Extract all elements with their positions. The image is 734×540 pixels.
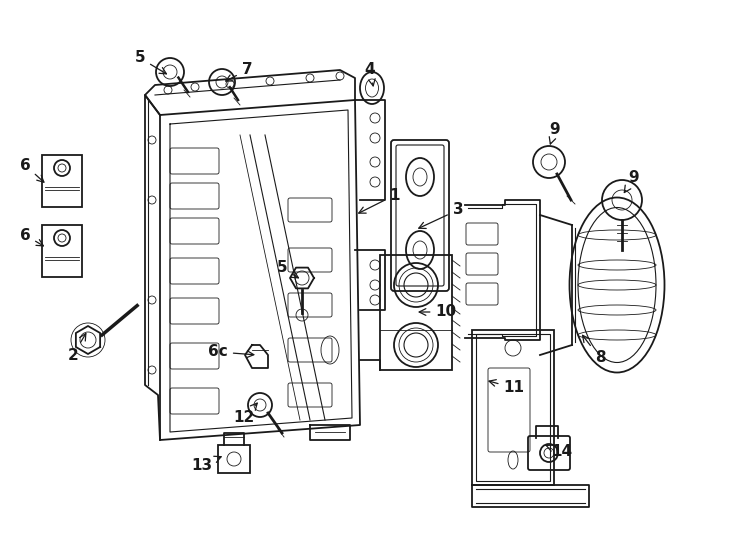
Text: 13: 13 [192,456,221,472]
Text: 1: 1 [359,187,400,213]
Text: 3: 3 [419,202,463,228]
Text: 5: 5 [277,260,299,278]
Text: 5: 5 [134,51,167,74]
Bar [476,334,550,481]
Text: 12: 12 [233,403,257,426]
Text: 10: 10 [419,305,457,320]
Text: 8: 8 [583,335,606,366]
Bar [42,225,82,277]
Text: 9: 9 [549,123,560,144]
Bar [380,255,452,370]
Bar [42,155,82,207]
Text: 6: 6 [20,227,43,246]
Text: 7: 7 [226,63,252,81]
Bar [472,330,554,485]
Text: 9: 9 [625,171,639,193]
Text: 14: 14 [546,444,573,460]
Bar [218,445,250,473]
Text: 4: 4 [365,63,375,86]
Text: 6: 6 [20,158,44,182]
Text: 2: 2 [68,334,86,362]
Text: 6c: 6c [208,345,254,360]
Text: 11: 11 [489,380,525,395]
